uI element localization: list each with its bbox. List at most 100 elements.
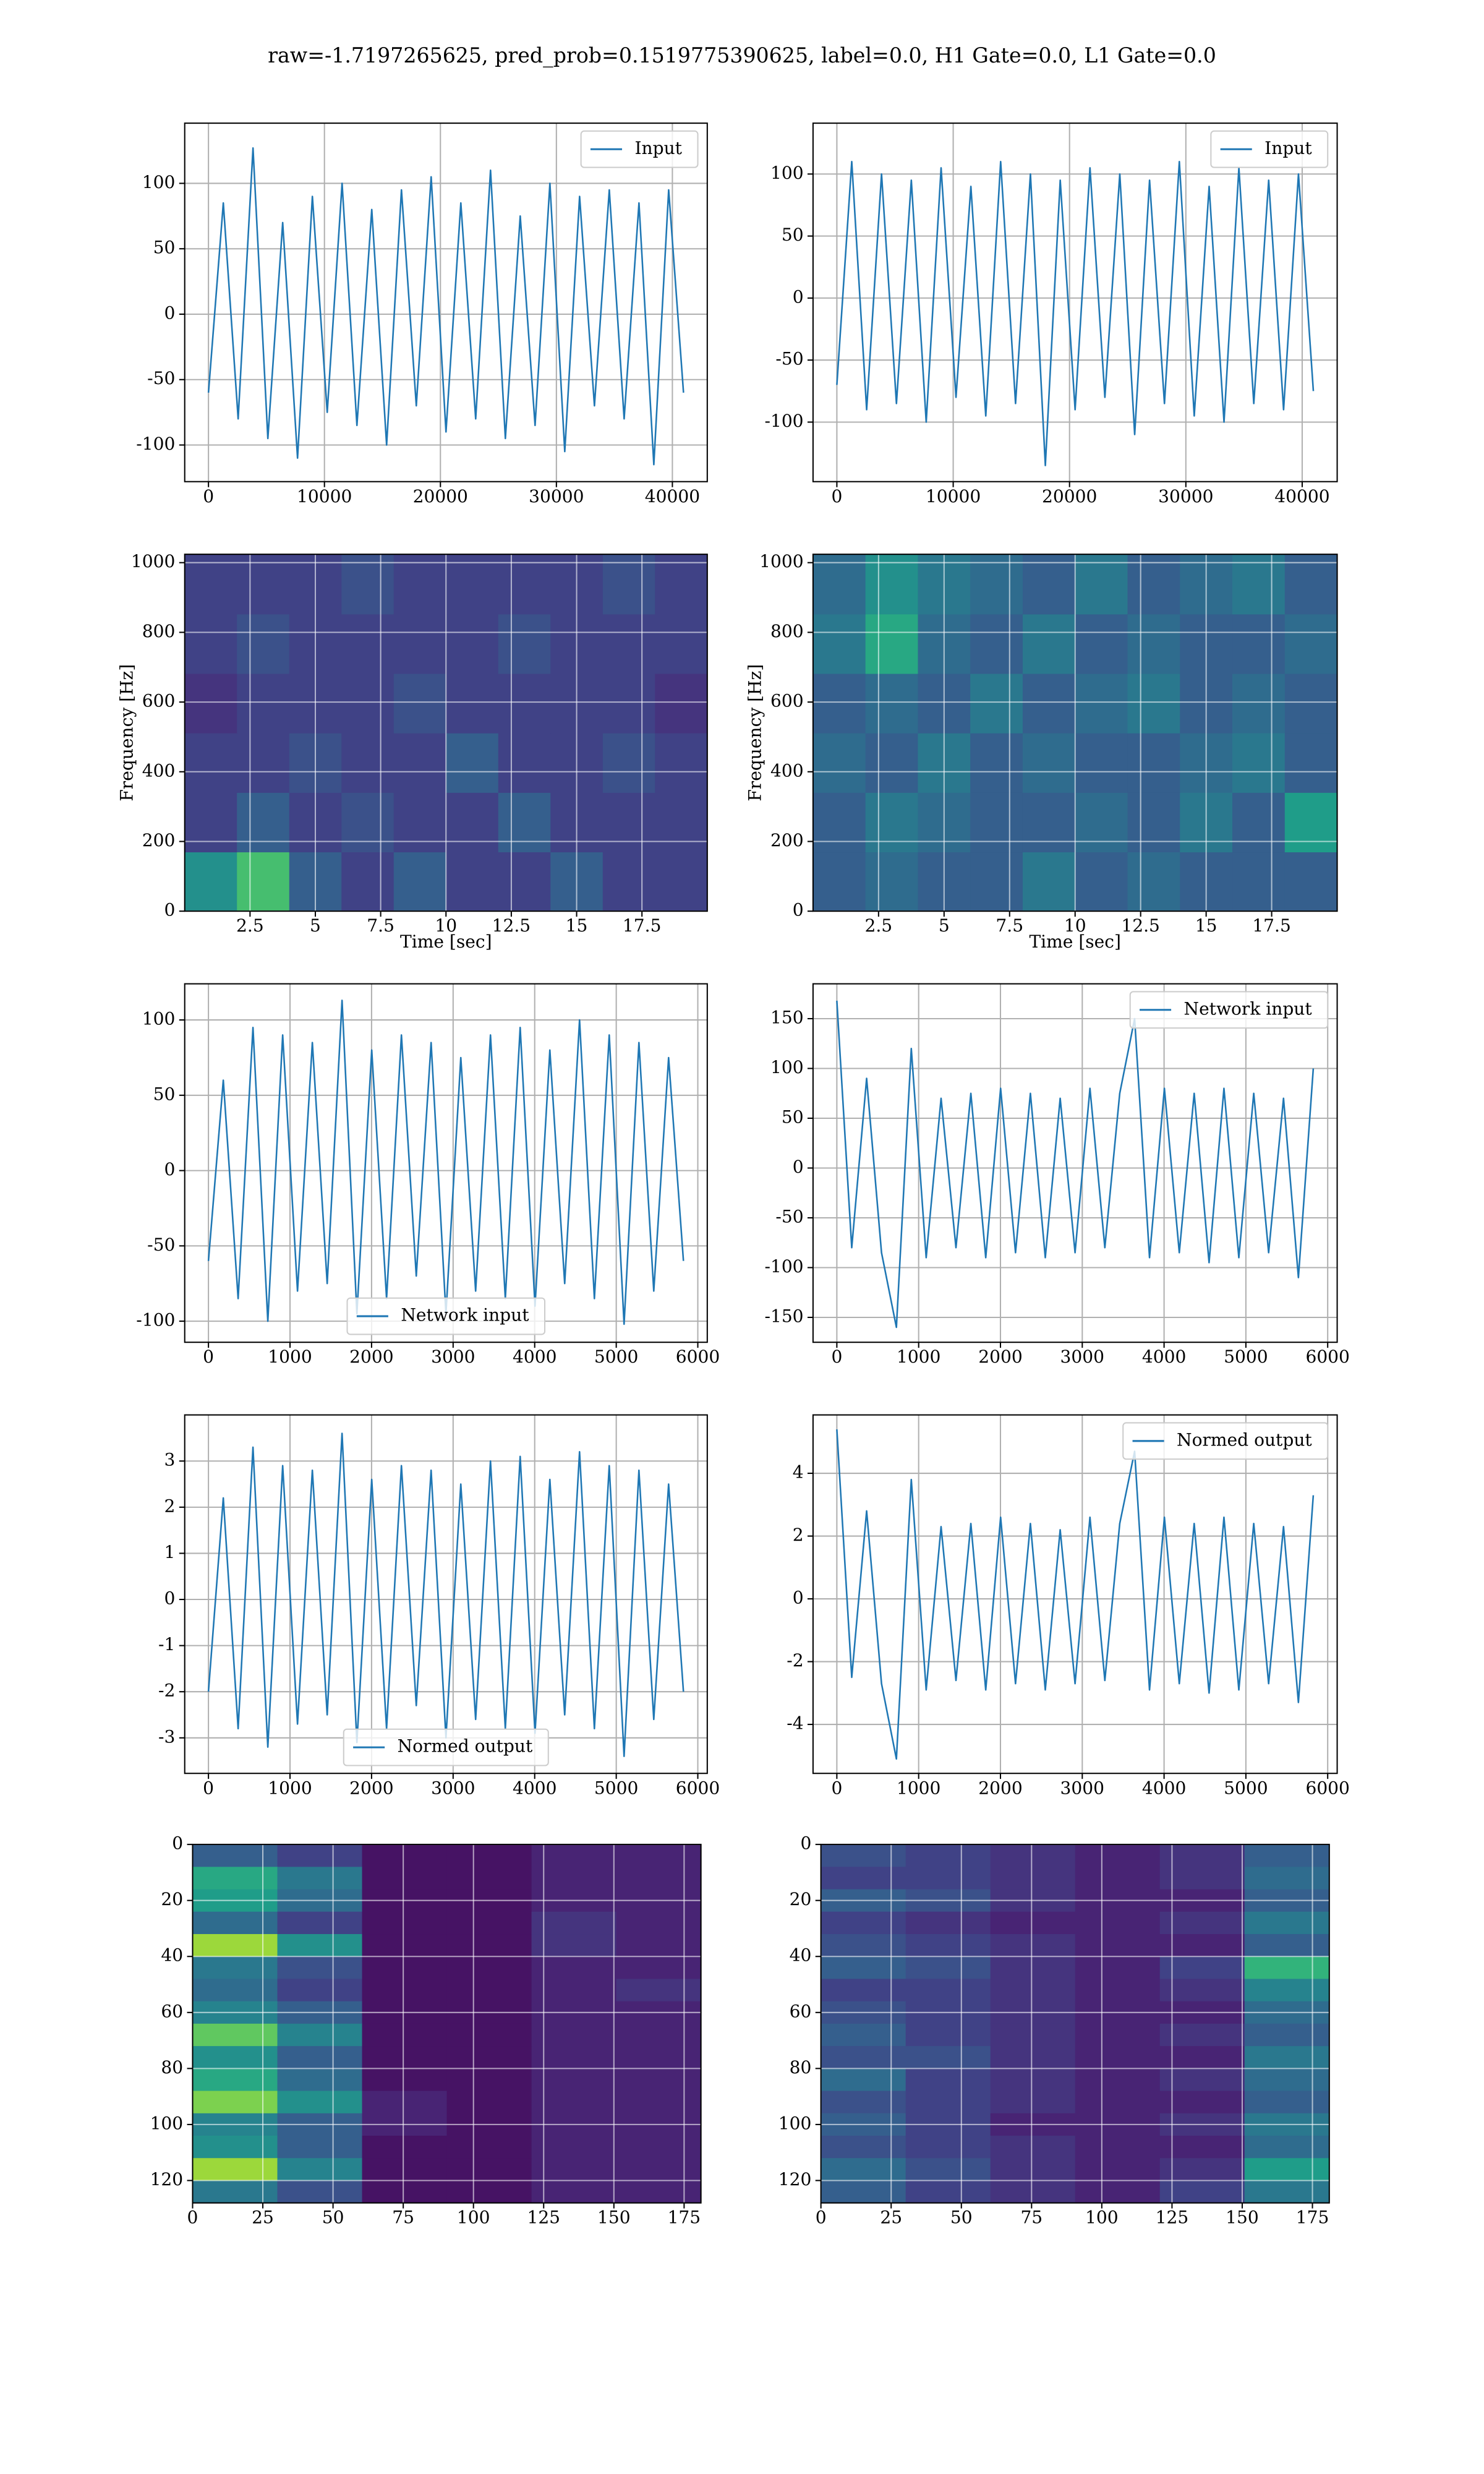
cell: [990, 2158, 1076, 2181]
cell: [192, 2136, 278, 2159]
cell: [277, 2136, 363, 2159]
cell: [498, 554, 552, 615]
cell: [393, 673, 447, 734]
x-tick-label: 10: [1064, 915, 1086, 936]
legend-label: Normed output: [398, 1736, 533, 1757]
cell: [970, 732, 1023, 793]
cell: [393, 732, 447, 793]
cell: [616, 1934, 701, 1958]
y-tick-label: 50: [782, 225, 804, 245]
y-tick-label: 800: [770, 621, 804, 641]
cell: [655, 554, 707, 615]
cell: [1075, 2023, 1161, 2047]
cell: [821, 2180, 906, 2203]
x-axis-label: Time [sec]: [1029, 931, 1121, 952]
axes-frame: [812, 122, 1338, 482]
y-tick-label: 1000: [759, 551, 803, 571]
x-tick-label: 5000: [1224, 1346, 1268, 1367]
cell: [277, 1867, 363, 1890]
cell: [905, 1956, 991, 1980]
subplot: 0 1000 2000 3000 4000 5000 6000 -3 -2 -1 0 1 2 3 Norme…: [158, 1414, 720, 1798]
cell: [531, 1844, 617, 1868]
y-tick-label: -2: [787, 1650, 803, 1671]
cell: [1075, 1979, 1161, 2002]
y-tick-label: 0: [164, 900, 176, 920]
cell: [1075, 2068, 1161, 2092]
y-tick-label: 200: [770, 830, 804, 850]
cell: [1075, 1934, 1161, 1958]
y-tick-label: 0: [164, 302, 176, 323]
x-tick-label: 50: [950, 2207, 973, 2228]
x-tick-label: 20000: [1042, 486, 1097, 507]
x-tick-label: 150: [597, 2207, 631, 2228]
cell: [905, 2068, 991, 2092]
y-tick-label: 0: [164, 1588, 176, 1609]
y-tick-label: 2: [164, 1496, 176, 1516]
cell: [1022, 792, 1076, 853]
cell: [1127, 852, 1181, 912]
cell: [237, 614, 290, 674]
cell: [531, 2091, 617, 2114]
line-series: [836, 1429, 1315, 1760]
legend: Network input: [346, 1297, 546, 1335]
y-tick-label: 0: [800, 1833, 811, 1854]
cell: [446, 2136, 532, 2159]
legend: Normed output: [1122, 1422, 1329, 1460]
cell: [237, 852, 290, 912]
x-tick-label: 175: [1296, 2207, 1329, 2228]
cell: [1075, 1911, 1161, 1935]
cell: [990, 2180, 1076, 2203]
x-tick-label: 50: [322, 2207, 344, 2228]
cell: [341, 792, 394, 853]
y-tick-label: 600: [142, 691, 176, 711]
cell: [1244, 2136, 1329, 2159]
x-tick-label: 2000: [349, 1346, 393, 1367]
cell: [446, 673, 499, 734]
x-tick-label: 0: [203, 1346, 214, 1367]
cell: [192, 2068, 278, 2092]
subplot: 0 1000 2000 3000 4000 5000 6000 -100 -50 0 50 100 Ne…: [136, 983, 720, 1367]
cell: [812, 792, 866, 853]
cell: [990, 2136, 1076, 2159]
cell: [192, 2180, 278, 2203]
cell: [192, 2158, 278, 2181]
cell: [905, 2023, 991, 2047]
legend-label: Normed output: [1177, 1429, 1312, 1450]
cell: [277, 1979, 363, 2002]
x-tick-label: 0: [831, 1346, 842, 1367]
cell: [362, 1956, 448, 1980]
cell: [446, 554, 499, 615]
cell: [616, 2046, 701, 2070]
cell: [341, 614, 394, 674]
legend-box: [346, 1297, 546, 1335]
cell: [531, 1934, 617, 1958]
y-tick-label: -3: [158, 1726, 175, 1747]
cell: [1159, 2046, 1245, 2070]
cell: [277, 2023, 363, 2047]
cell: [341, 554, 394, 615]
cell: [192, 1867, 278, 1890]
cell: [1127, 792, 1181, 853]
x-tick-label: 0: [187, 2207, 198, 2228]
x-tick-label: 0: [831, 1778, 842, 1798]
cell: [1244, 2023, 1329, 2047]
cell: [362, 1867, 448, 1890]
cell: [277, 2068, 363, 2092]
cell: [1244, 2158, 1329, 2181]
y-tick-label: -150: [764, 1306, 803, 1326]
image: [192, 1844, 701, 2203]
cell: [446, 1911, 532, 1935]
cell: [616, 2136, 701, 2159]
y-tick-label: 0: [793, 900, 804, 920]
y-tick-label: 0: [164, 1159, 176, 1179]
cell: [616, 1979, 701, 2002]
cell: [184, 852, 238, 912]
legend-label: Network input: [1184, 998, 1313, 1019]
cell: [184, 554, 238, 615]
cell: [446, 792, 499, 853]
cell: [1284, 852, 1337, 912]
cell: [446, 2158, 532, 2181]
cell: [362, 2091, 448, 2114]
cell: [602, 852, 656, 912]
y-tick-label: 100: [142, 172, 176, 192]
